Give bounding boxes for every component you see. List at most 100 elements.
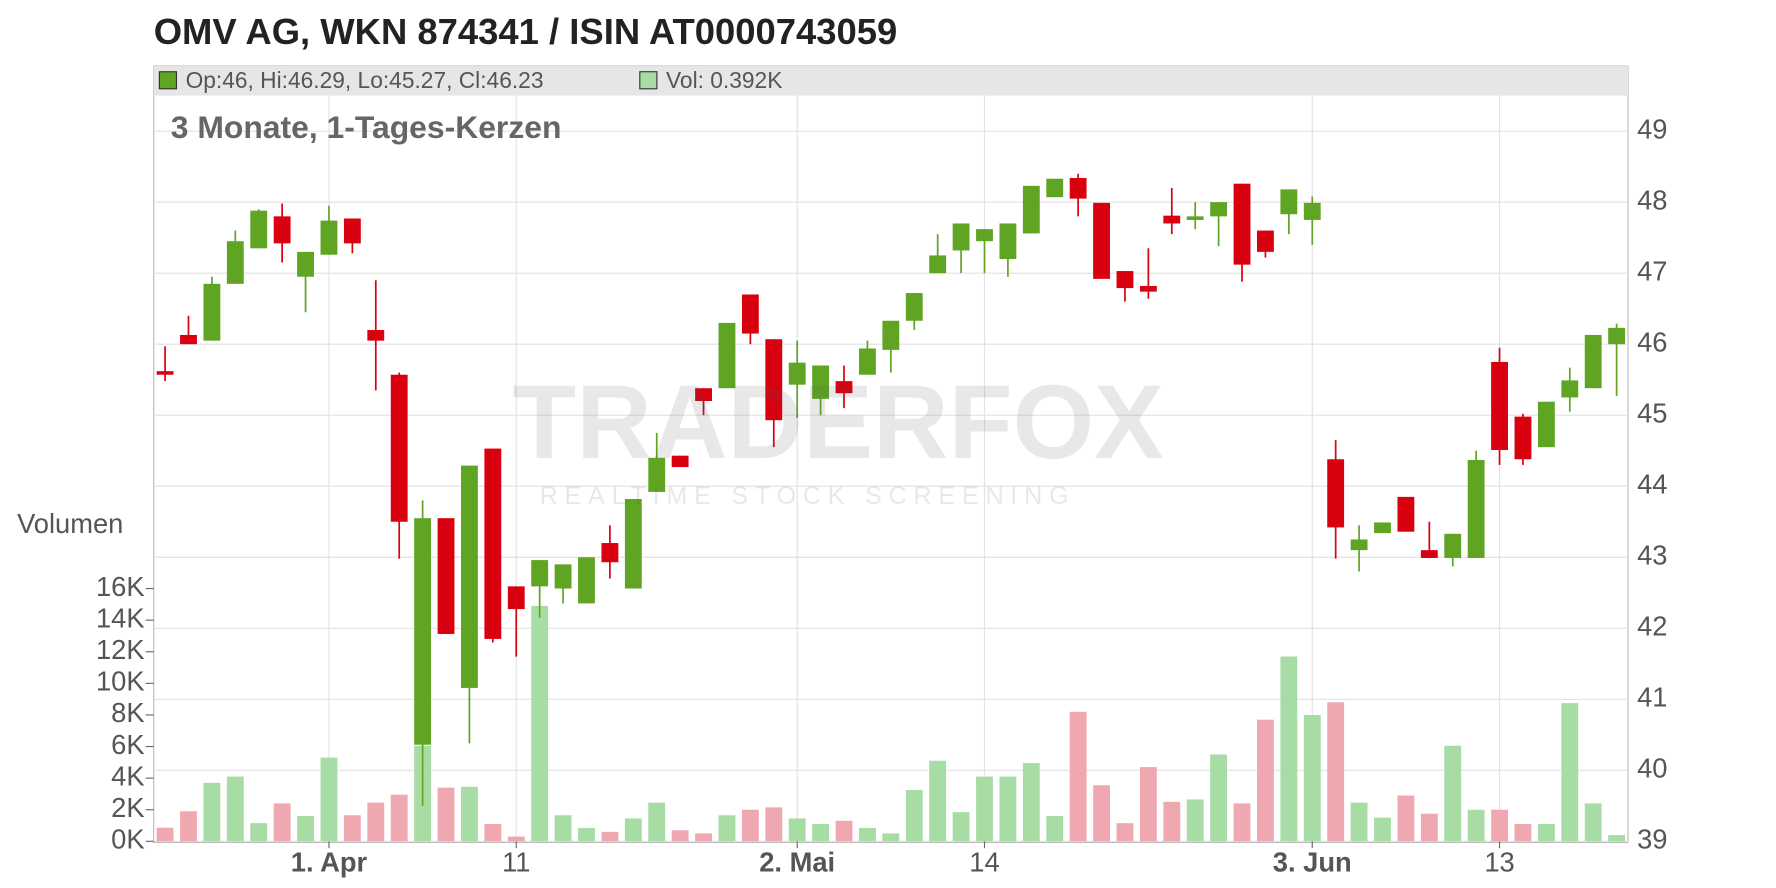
candle-body xyxy=(1303,202,1321,220)
volume-bar xyxy=(484,823,502,842)
volume-bar xyxy=(624,818,642,842)
candle-body xyxy=(1608,327,1626,345)
candle-body xyxy=(367,329,385,341)
candle-body xyxy=(1093,202,1110,279)
candle-body xyxy=(1280,189,1298,215)
candle-body xyxy=(1467,459,1485,558)
candle-body xyxy=(1139,285,1157,292)
volume-bar xyxy=(461,786,478,842)
volume-tick-label: 10K xyxy=(96,666,145,697)
volume-bar xyxy=(180,811,197,842)
legend-bar xyxy=(153,66,1629,96)
volume-bar xyxy=(648,802,666,842)
candle-body xyxy=(578,557,595,604)
candle-body xyxy=(484,448,502,639)
candle-body xyxy=(1374,522,1391,534)
candle-body xyxy=(226,241,244,284)
volume-bar xyxy=(1374,817,1391,842)
candle-body xyxy=(297,251,314,277)
y-tick-label: 39 xyxy=(1637,824,1667,855)
candle-body xyxy=(1420,550,1438,558)
x-tick-label: 11 xyxy=(502,846,530,877)
legend-swatch xyxy=(639,71,658,90)
volume-bar xyxy=(929,760,947,842)
legend-swatch xyxy=(158,71,178,90)
candle-body xyxy=(952,223,970,251)
volume-bar xyxy=(695,833,712,842)
volume-bar xyxy=(320,757,338,842)
y-tick-label: 43 xyxy=(1637,539,1667,570)
y-tick-label: 40 xyxy=(1637,753,1667,784)
volume-bar xyxy=(343,815,361,842)
volume-tick-label: 4K xyxy=(111,760,144,791)
volume-bar xyxy=(741,809,759,842)
candle-body xyxy=(1350,539,1368,551)
volume-axis-label: Volumen xyxy=(17,508,123,539)
candle-body xyxy=(1584,334,1602,389)
volume-tick-label: 12K xyxy=(96,634,145,665)
y-tick-label: 42 xyxy=(1637,610,1667,641)
volume-bar xyxy=(1280,656,1298,842)
x-tick-label: 14 xyxy=(969,846,999,877)
volume-tick-label: 2K xyxy=(111,792,144,823)
volume-bar xyxy=(1186,799,1204,842)
volume-bar xyxy=(905,789,923,842)
candle-body xyxy=(1233,183,1251,265)
candle-body xyxy=(812,365,830,399)
volume-bar xyxy=(250,823,268,842)
candle-body xyxy=(203,283,221,341)
volume-bar xyxy=(882,833,900,842)
candle-body xyxy=(1491,361,1508,451)
volume-bar xyxy=(437,787,455,842)
candle-body xyxy=(554,564,572,589)
volume-bar xyxy=(976,776,993,842)
candle-body xyxy=(507,586,525,610)
candle-body xyxy=(788,362,806,385)
legend-volume: Vol: 0.392K xyxy=(666,67,782,93)
watermark: TRADERFOX REALTIME STOCK SCREENING xyxy=(512,364,1164,510)
volume-bar xyxy=(1046,816,1064,842)
volume-bar xyxy=(1116,823,1134,842)
candle-body xyxy=(320,220,338,255)
volume-bar xyxy=(367,802,385,842)
candle-body xyxy=(1186,216,1204,220)
volume-tick-label: 14K xyxy=(96,602,145,633)
candle-body xyxy=(1046,178,1064,198)
volume-bar xyxy=(1420,813,1438,842)
y-tick-label: 48 xyxy=(1637,184,1667,215)
volume-bar xyxy=(718,815,736,842)
volume-bar xyxy=(578,827,595,842)
candle-body xyxy=(718,322,736,389)
y-tick-label: 44 xyxy=(1637,468,1667,499)
volume-bar xyxy=(1491,809,1508,842)
candle-body xyxy=(273,216,291,244)
candle-body xyxy=(671,455,689,468)
candle-body xyxy=(624,499,642,589)
volume-bar xyxy=(1069,711,1087,842)
volume-tick-label: 8K xyxy=(111,697,144,728)
volume-tick-label: 0K xyxy=(111,824,144,855)
subtitle: 3 Monate, 1-Tages-Kerzen xyxy=(171,109,562,145)
volume-bar xyxy=(859,827,876,842)
candle-body xyxy=(835,381,853,394)
volume-bar xyxy=(1163,801,1181,842)
candle-body xyxy=(390,374,408,522)
candle-body xyxy=(414,518,432,745)
candle-body xyxy=(1257,230,1274,252)
volume-bar xyxy=(507,836,525,842)
y-tick-label: 46 xyxy=(1637,326,1667,357)
candle-body xyxy=(1116,271,1134,289)
x-tick-label: 2. Mai xyxy=(759,846,835,877)
volume-bar xyxy=(156,827,174,842)
candle-body xyxy=(1210,202,1228,217)
candle-body xyxy=(1069,178,1087,199)
volume-bar xyxy=(203,782,221,842)
candle-body xyxy=(1537,401,1555,448)
candle-body xyxy=(929,255,947,274)
candle-body xyxy=(882,320,900,350)
candle-body xyxy=(250,210,268,249)
volume-bar xyxy=(1608,835,1626,842)
candle-body xyxy=(648,457,666,492)
volume-tick-label: 16K xyxy=(96,571,145,602)
